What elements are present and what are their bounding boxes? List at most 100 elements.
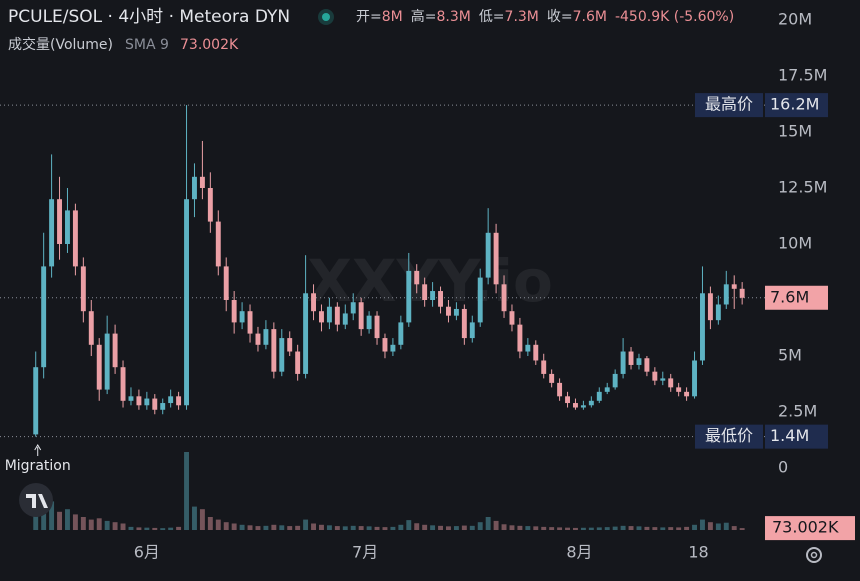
candle-body [700, 293, 705, 361]
candle-body [366, 315, 372, 330]
candle-body [398, 322, 404, 345]
volume-bar [96, 518, 102, 530]
volume-bar [692, 524, 697, 530]
settings-icon[interactable] [806, 547, 822, 563]
candle-body [128, 396, 134, 401]
volume-bar [247, 525, 253, 530]
volume-bar [684, 526, 690, 530]
candle-body [33, 367, 39, 435]
volume-bar [565, 527, 570, 530]
sma-name: SMA 9 [125, 37, 169, 53]
high-marker-value-box [765, 93, 828, 118]
volume-bar [128, 526, 134, 530]
watermark: XXYY.io [307, 247, 553, 315]
stat-label: 低= [479, 9, 505, 25]
volume-bar [668, 527, 674, 530]
candle-body [739, 288, 745, 298]
volume-bar [493, 520, 499, 530]
candle-body [604, 387, 610, 392]
candle-body [104, 333, 110, 390]
candle-body [533, 344, 539, 361]
candle-body [207, 188, 213, 222]
stat-label: 收= [547, 9, 573, 25]
volume-bar [739, 528, 745, 530]
candle-body [620, 351, 626, 374]
volume-bar [184, 452, 189, 530]
candle-body [668, 378, 674, 388]
volume-bar [453, 526, 459, 530]
volume-bar [168, 527, 174, 530]
candle-body [652, 371, 658, 381]
y-tick-label: 0 [778, 458, 788, 477]
candle-body [176, 396, 182, 406]
volume-bar [104, 520, 110, 530]
candle-body [168, 396, 174, 404]
y-tick-label: 10M [778, 234, 812, 253]
candle-body [184, 199, 189, 406]
volume-bar [319, 524, 324, 530]
volume-bar [660, 527, 666, 530]
candle-body [422, 284, 428, 300]
volume-bar [192, 506, 197, 530]
volume-bar [112, 522, 118, 530]
volume-bar [334, 526, 340, 530]
candle-body [525, 344, 531, 352]
volume-bar [271, 524, 277, 530]
high-marker-label-box [695, 93, 763, 118]
volume-bar [176, 526, 182, 530]
candle-body [279, 338, 285, 372]
candle-body [80, 266, 86, 312]
volume-bar [438, 525, 443, 530]
volume-bar [509, 525, 515, 530]
volume-bar [501, 524, 507, 530]
low-marker-label: 最低价 [705, 426, 753, 445]
status-dot [322, 13, 330, 21]
volume-bar [57, 511, 62, 530]
stat-label: 开= [356, 9, 382, 25]
volume-bar [525, 526, 531, 530]
x-tick-label: 8月 [566, 543, 592, 562]
candle-body [636, 358, 642, 365]
candle-body [255, 333, 261, 345]
candle-body [223, 266, 229, 300]
candle-body [358, 302, 364, 330]
low-marker-value: 1.4M [770, 426, 809, 445]
volume-bar [517, 525, 523, 530]
candle-body [644, 358, 650, 372]
volume-bar [398, 524, 404, 530]
volume-bar [676, 527, 682, 530]
volume-bar [88, 519, 94, 530]
candle-body [374, 315, 380, 339]
volume-bar [160, 528, 166, 530]
candle-body [731, 284, 737, 289]
candle-body [326, 306, 332, 323]
candle-body [707, 293, 713, 321]
volume-bar [715, 523, 721, 530]
candle-body [303, 293, 309, 374]
candle-body [263, 329, 269, 345]
candle-body [453, 308, 459, 316]
volume-bar [636, 526, 642, 530]
candle-body [660, 378, 666, 381]
volume-bar [350, 525, 356, 530]
candle-body [541, 360, 547, 374]
candle-body [215, 221, 221, 267]
volume-bar [406, 520, 412, 530]
candle-body [136, 396, 142, 406]
volume-bar [430, 525, 436, 530]
candle-body [382, 338, 388, 352]
volume-bar [652, 527, 658, 530]
volume-bar [303, 519, 309, 530]
candle-body [406, 270, 412, 323]
volume-bar [612, 526, 618, 530]
stat-value: -450.9K (-5.60%) [615, 9, 734, 25]
y-tick-label: 15M [778, 122, 812, 141]
stat-value: 8.3M [436, 9, 470, 25]
candle-body [588, 400, 594, 406]
annotation: Migration [5, 458, 71, 474]
candle-body [477, 277, 483, 323]
candle-body [160, 403, 166, 410]
volume-bar [707, 522, 713, 530]
volume-bar [541, 526, 547, 530]
